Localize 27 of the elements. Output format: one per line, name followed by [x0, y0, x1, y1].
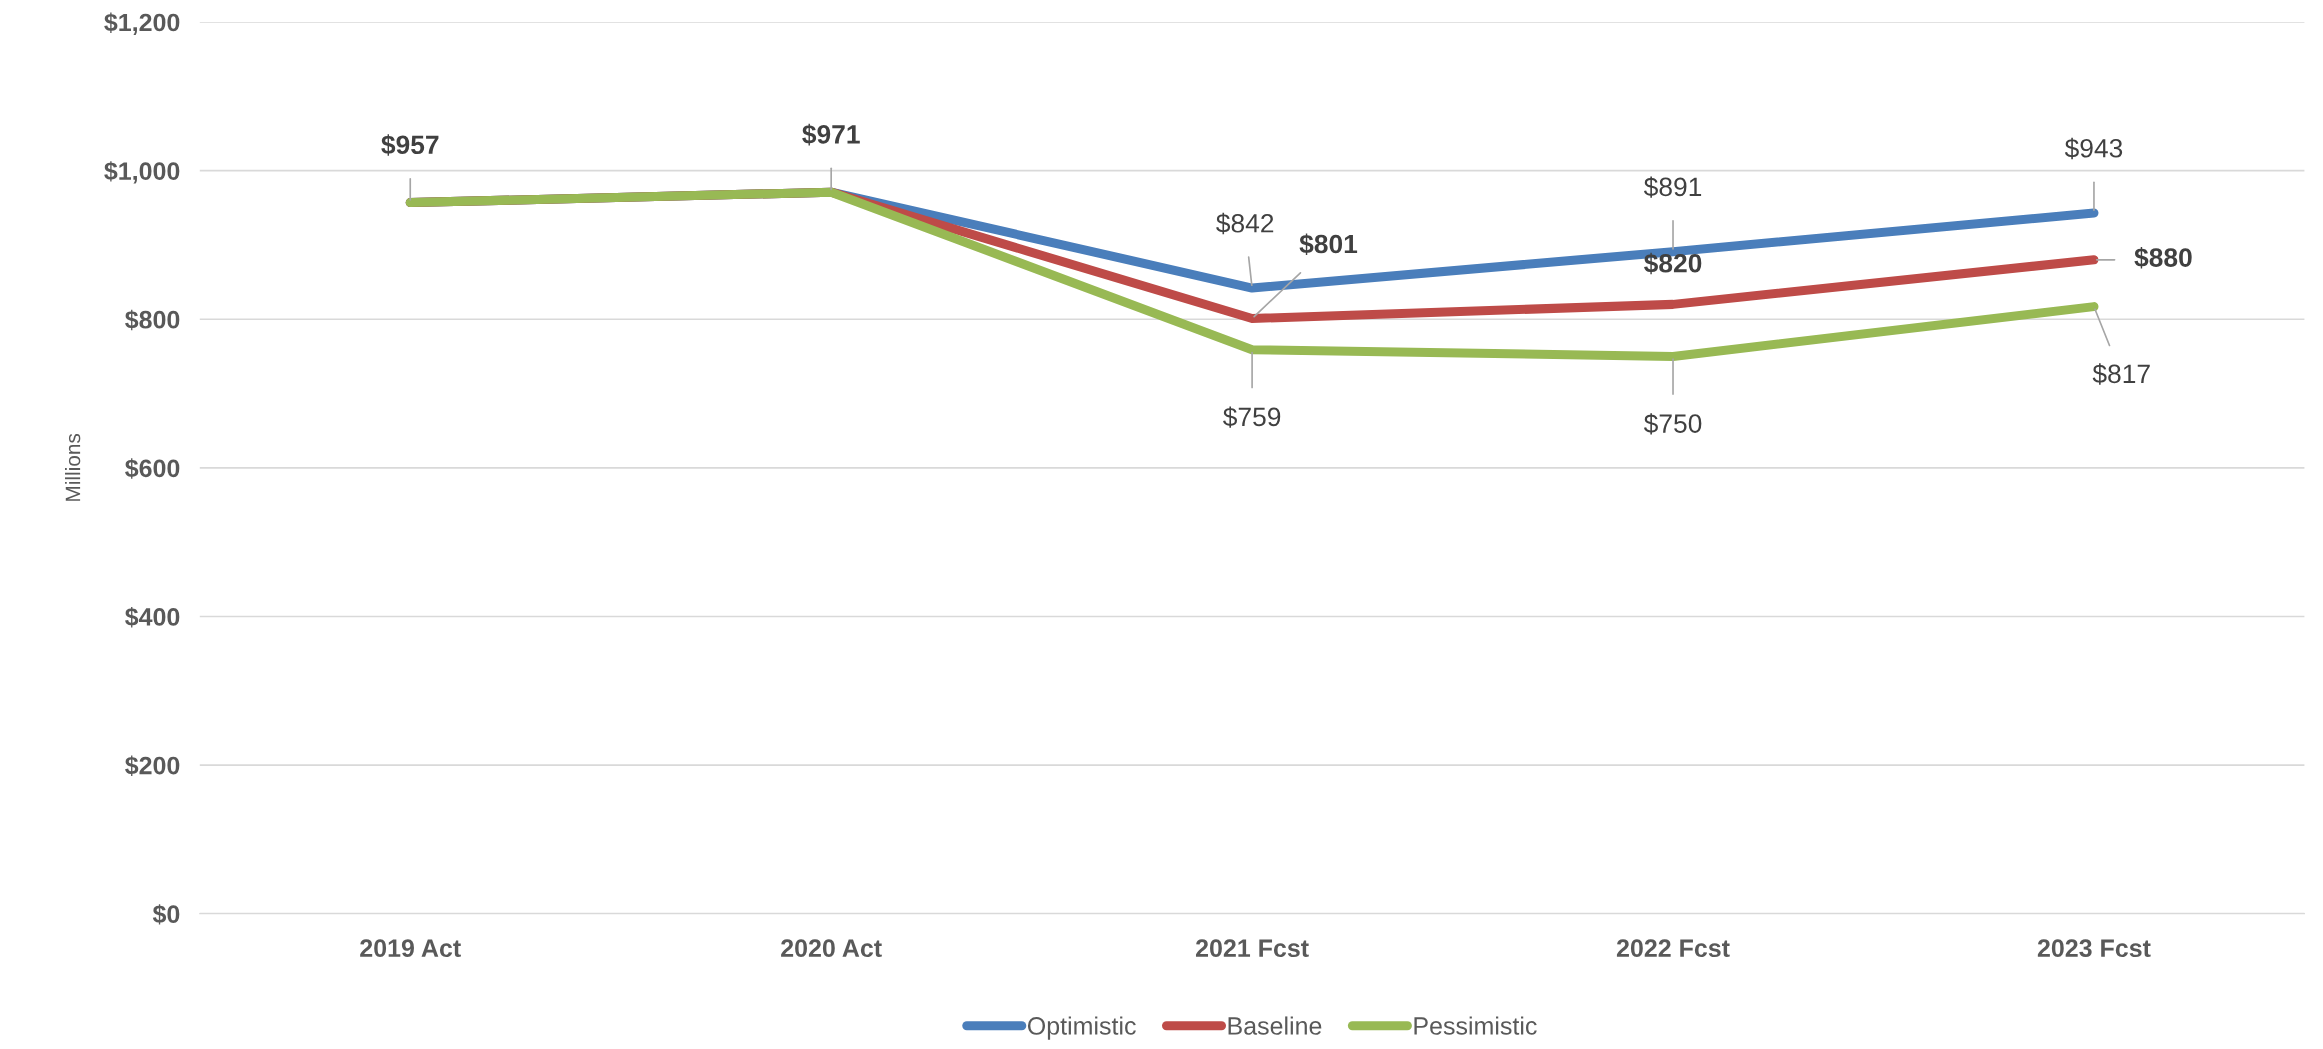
- data-label: $880: [2134, 247, 2192, 269]
- y-tick-label: $400: [125, 606, 180, 628]
- y-tick-label: $1,000: [104, 161, 180, 184]
- data-label: $971: [802, 123, 860, 146]
- data-label: $817: [2092, 363, 2150, 385]
- data-label: $750: [1643, 413, 1702, 435]
- x-tick-label: 2022 Fcst: [1616, 939, 1730, 958]
- y-tick-label: $0: [152, 904, 180, 925]
- legend-label: Pessimistic: [1414, 1016, 1537, 1035]
- legend-label: Optimistic: [1027, 1016, 1136, 1040]
- data-label: $759: [1223, 406, 1281, 428]
- y-axis-title: Millions: [65, 433, 81, 501]
- data-label: $842: [1216, 212, 1274, 235]
- data-label: $943: [2064, 137, 2123, 160]
- data-label: $891: [1643, 176, 1702, 198]
- legend-label: Baseline: [1228, 1016, 1322, 1035]
- y-tick-label: $1,200: [104, 12, 180, 35]
- data-label: $801: [1299, 233, 1358, 256]
- data-label: $820: [1644, 252, 1702, 275]
- y-tick-label: $200: [125, 755, 180, 776]
- x-tick-label: 2020 Act: [781, 939, 882, 958]
- x-tick-label: 2019 Act: [360, 939, 461, 958]
- data-label: $957: [381, 134, 439, 156]
- y-tick-label: $600: [125, 458, 180, 479]
- x-tick-label: 2021 Fcst: [1195, 939, 1309, 958]
- x-tick-label: 2023 Fcst: [2037, 939, 2151, 958]
- y-tick-label: $800: [125, 309, 180, 331]
